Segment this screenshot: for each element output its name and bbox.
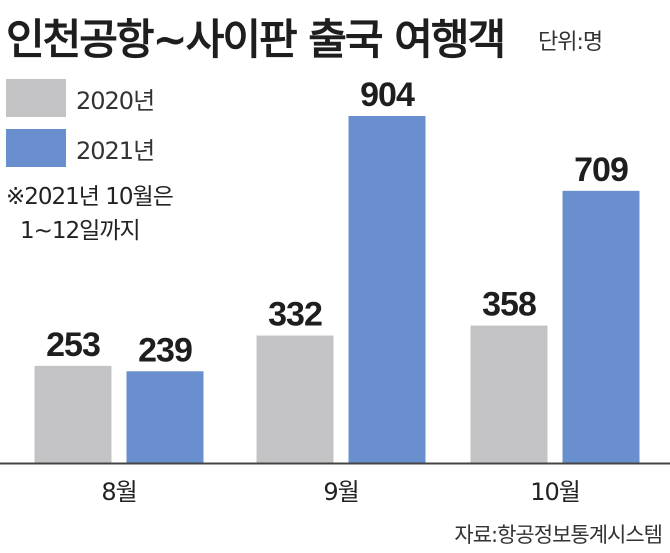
legend-swatch-2021 (6, 129, 66, 167)
data-label-2021-2: 904 (360, 76, 415, 114)
data-label-2020-2: 332 (268, 296, 322, 334)
x-tick-label-2: 9월 (323, 478, 358, 506)
source-label: 자료:항공정보통계시스템 (454, 523, 663, 547)
footnote: ※2021년 10월은 1~12일까지 (6, 180, 174, 248)
bar-2020-2 (256, 335, 334, 463)
legend-item-2020: 2020년 (6, 78, 155, 118)
data-label-2020-1: 253 (46, 326, 100, 364)
legend-label-2021: 2021년 (76, 136, 155, 165)
footnote-line-1: ※2021년 10월은 (6, 184, 174, 210)
legend-item-2021: 2021년 (6, 128, 155, 168)
unit-label: 단위:명 (538, 30, 603, 55)
footnote-line-2: 1~12일까지 (20, 218, 141, 244)
chart-title: 인천공항~사이판 출국 여행객 (6, 15, 506, 64)
bar-2021-1 (126, 371, 204, 463)
data-label-2020-3: 358 (482, 286, 536, 324)
x-tick-label-1: 8월 (101, 478, 136, 506)
x-tick-label-3: 10월 (530, 478, 580, 506)
bar-2020-3 (470, 325, 548, 463)
bar-2021-3 (562, 190, 640, 464)
bar-2020-1 (34, 365, 112, 463)
data-label-2021-3: 709 (574, 151, 628, 189)
legend-swatch-2020 (6, 79, 66, 117)
data-label-2021-1: 239 (138, 331, 192, 369)
bar-2021-2 (348, 116, 426, 463)
legend-label-2020: 2020년 (76, 86, 155, 115)
